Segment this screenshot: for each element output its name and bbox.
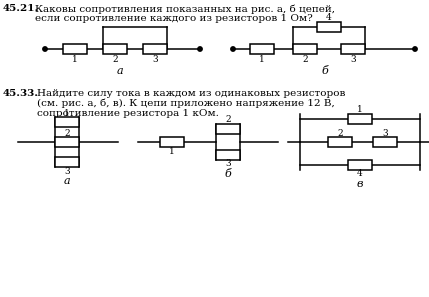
Bar — [348, 160, 372, 170]
Text: 1: 1 — [357, 105, 363, 115]
Bar — [216, 124, 240, 134]
Text: б: б — [225, 169, 231, 179]
Bar — [55, 157, 79, 167]
Text: 1: 1 — [72, 55, 78, 64]
Text: 2: 2 — [225, 116, 231, 124]
Text: 4: 4 — [326, 12, 332, 21]
Text: 45.21.: 45.21. — [3, 4, 39, 13]
Text: 2: 2 — [337, 129, 343, 138]
Text: 3: 3 — [64, 167, 70, 176]
Text: Найдите силу тока в каждом из одинаковых резисторов: Найдите силу тока в каждом из одинаковых… — [37, 89, 345, 98]
Text: а: а — [63, 176, 70, 186]
Bar — [55, 137, 79, 147]
Text: 2: 2 — [302, 55, 308, 64]
Text: если сопротивление каждого из резисторов 1 Ом?: если сопротивление каждого из резисторов… — [35, 14, 313, 23]
Bar — [293, 44, 317, 54]
Text: 3: 3 — [350, 55, 356, 64]
Bar — [341, 44, 365, 54]
Bar — [160, 137, 184, 147]
Bar — [216, 150, 240, 160]
Bar — [348, 114, 372, 124]
Bar — [103, 44, 127, 54]
Text: 4: 4 — [357, 170, 363, 178]
Text: 2: 2 — [64, 129, 70, 138]
Text: 3: 3 — [152, 55, 158, 64]
Bar — [373, 137, 397, 147]
Text: 1: 1 — [259, 55, 265, 64]
Bar — [328, 137, 352, 147]
Text: Каковы сопротивления показанных на рис. а, б цепей,: Каковы сопротивления показанных на рис. … — [35, 4, 335, 13]
Text: сопротивление резистора 1 кОм.: сопротивление резистора 1 кОм. — [37, 109, 219, 118]
Text: 1: 1 — [169, 148, 175, 157]
Text: 45.33.: 45.33. — [3, 89, 39, 98]
Bar — [143, 44, 167, 54]
Text: а: а — [117, 66, 123, 76]
Text: 2: 2 — [112, 55, 118, 64]
Bar — [63, 44, 87, 54]
Text: 3: 3 — [225, 159, 231, 168]
Bar — [250, 44, 274, 54]
Text: (см. рис. а, б, в). К цепи приложено напряжение 12 В,: (см. рис. а, б, в). К цепи приложено нап… — [37, 99, 335, 108]
Circle shape — [43, 47, 47, 51]
Text: в: в — [357, 179, 363, 189]
Circle shape — [231, 47, 235, 51]
Circle shape — [198, 47, 202, 51]
Circle shape — [413, 47, 417, 51]
Bar — [55, 117, 79, 127]
Bar — [317, 22, 341, 32]
Text: 3: 3 — [382, 129, 388, 138]
Text: б: б — [322, 66, 328, 76]
Text: 1: 1 — [64, 108, 70, 118]
